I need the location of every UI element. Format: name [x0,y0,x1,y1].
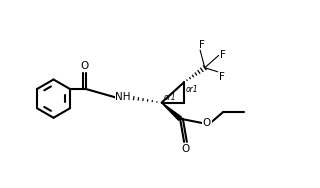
Text: or1: or1 [186,85,198,94]
Polygon shape [162,103,181,120]
Text: F: F [220,50,226,60]
Text: O: O [80,61,89,70]
Text: O: O [203,118,211,128]
Text: O: O [181,144,189,154]
Text: or1: or1 [164,93,176,102]
Text: F: F [219,72,225,82]
Text: F: F [199,40,204,50]
Text: NH: NH [115,92,130,102]
